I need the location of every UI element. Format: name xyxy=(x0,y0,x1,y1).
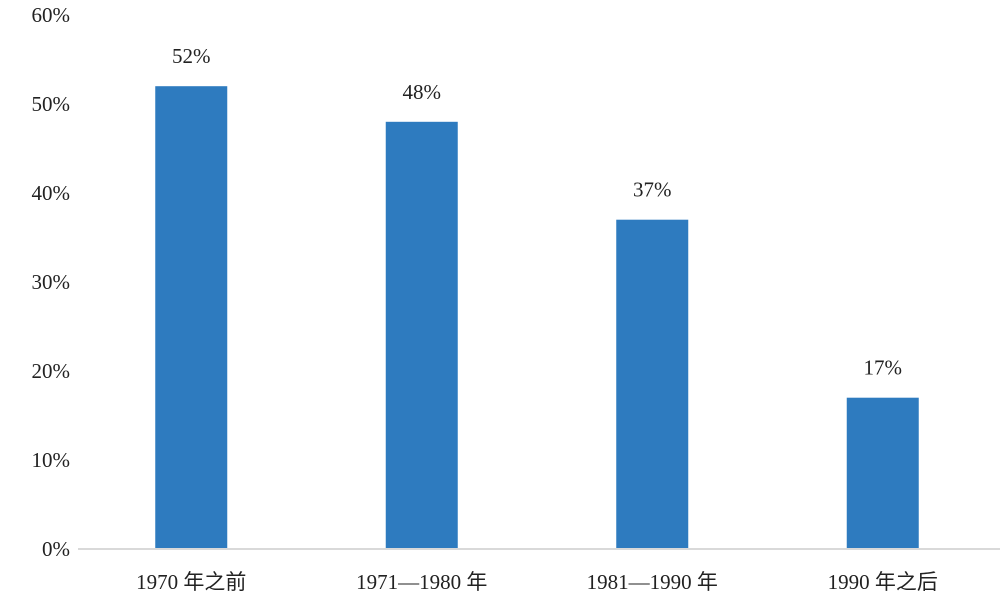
bar xyxy=(846,397,919,549)
y-tick-label: 0% xyxy=(42,537,70,561)
y-tick-label: 20% xyxy=(32,359,71,383)
y-axis-ticks: 0% 10% 20% 30% 40% 50% 60% xyxy=(32,3,71,561)
x-axis-categories: 1970 年之前 1971—1980 年 1981—1990 年 1990 年之后 xyxy=(136,570,938,594)
category-label: 1970 年之前 xyxy=(136,570,246,594)
bars xyxy=(155,86,919,550)
data-label: 17% xyxy=(864,356,903,380)
y-tick-label: 60% xyxy=(32,3,71,27)
data-label: 48% xyxy=(403,80,442,104)
bar xyxy=(616,219,689,549)
bar xyxy=(385,121,458,550)
y-tick-label: 50% xyxy=(32,92,71,116)
category-label: 1971—1980 年 xyxy=(356,570,487,594)
category-label: 1990 年之后 xyxy=(828,570,938,594)
y-tick-label: 10% xyxy=(32,448,71,472)
data-label: 37% xyxy=(633,178,672,202)
y-tick-label: 40% xyxy=(32,181,71,205)
data-label: 52% xyxy=(172,44,211,68)
category-label: 1981—1990 年 xyxy=(587,570,718,594)
y-tick-label: 30% xyxy=(32,270,71,294)
bar xyxy=(155,86,228,549)
data-labels: 52% 48% 37% 17% xyxy=(172,44,902,380)
